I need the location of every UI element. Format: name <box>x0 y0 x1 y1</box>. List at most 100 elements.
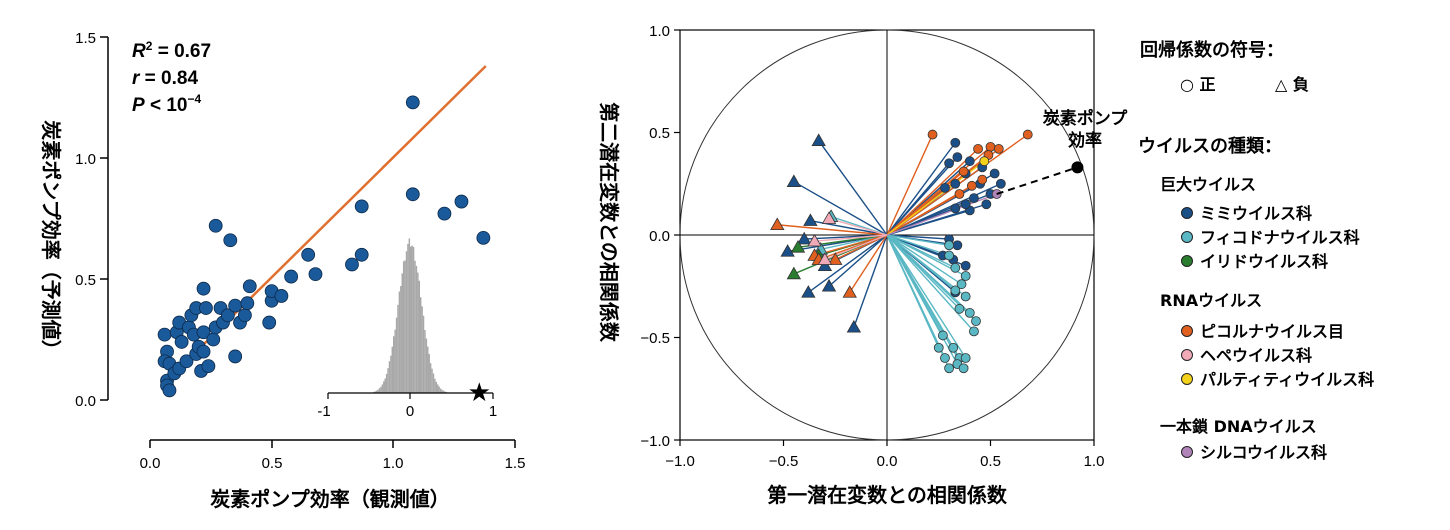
loading-marker-negative <box>803 213 818 226</box>
histogram-bar <box>380 386 382 393</box>
histogram-bar <box>431 368 433 393</box>
target-dashed-line <box>996 166 1078 195</box>
stat-p-symbol: P <box>132 95 145 116</box>
legend-sign-negative: △ 負 <box>1275 75 1309 94</box>
right-y-axis-label: 第二潜在変数との相関係数 <box>597 102 621 343</box>
scatter-point <box>240 296 255 311</box>
scatter-point <box>157 327 172 342</box>
loading-vector <box>886 142 956 236</box>
loading-vector <box>820 234 888 251</box>
right-y-tick-label: 0.5 <box>649 125 670 142</box>
legend-sign-positive: ○ 正 <box>1180 75 1216 94</box>
scatter-point <box>237 308 252 323</box>
inset-x-axis <box>327 392 494 399</box>
carbon-pump-efficiency-point <box>1071 161 1084 174</box>
loading-marker-positive <box>948 342 959 353</box>
legend-item-circoviridae: シルコウイルス科 <box>1200 443 1327 462</box>
loading-marker-positive <box>960 353 971 363</box>
legend: 回帰係数の符号： ○ 正 △ 負 ウイルスの種類： 巨大ウイルス ミミウイルス科… <box>1138 39 1374 462</box>
loading-marker-positive <box>950 203 961 214</box>
loading-marker-positive <box>927 129 938 140</box>
histogram-bar <box>385 373 388 393</box>
loading-marker-positive <box>964 307 975 318</box>
loading-vector <box>886 209 970 236</box>
histogram-bar <box>391 346 394 393</box>
loading-marker-positive <box>1022 129 1033 140</box>
right-x-tick-label: 0.0 <box>877 453 898 470</box>
histogram-bar <box>387 368 389 393</box>
loading-vector <box>886 193 997 236</box>
loading-vector <box>886 234 967 298</box>
scatter-point <box>223 233 238 248</box>
histogram-bar <box>425 338 428 393</box>
loading-marker-positive <box>977 174 988 185</box>
loading-vector <box>886 193 960 236</box>
histogram-bar <box>395 317 398 393</box>
right-x-tick-label: −1.0 <box>665 453 695 470</box>
scatter-point <box>199 301 213 315</box>
legend-swatch-mimiviridae <box>1181 207 1193 219</box>
right-y-tick-label: 1.0 <box>649 23 670 40</box>
loading-marker-positive <box>952 152 963 163</box>
legend-sign-title: 回帰係数の符号： <box>1140 39 1284 61</box>
legend-swatch-phycodnaviridae <box>1181 231 1193 243</box>
loading-vector <box>807 234 888 293</box>
scatter-point <box>476 230 491 245</box>
legend-item-picornavirales: ピコルナウイルス目 <box>1200 322 1344 341</box>
histogram-bar <box>411 245 413 393</box>
left-scatter-panel: 0.0 0.5 1.0 1.5 0.0 0.5 1.0 1.5 炭素ポンプ効率（… <box>39 30 525 511</box>
scatter-point <box>354 247 369 262</box>
histogram-bar <box>424 330 426 393</box>
loading-marker-positive <box>950 262 961 273</box>
loading-marker-positive <box>969 326 979 337</box>
loading-vector <box>886 162 950 236</box>
left-y-tick-labels: 0.0 0.5 1.0 1.5 <box>75 30 96 410</box>
loading-marker-negative <box>797 231 812 245</box>
loading-marker-negative <box>821 278 837 292</box>
legend-item-partitiviridae: パルティティウイルス科 <box>1200 370 1374 389</box>
loading-marker-positive <box>944 250 954 261</box>
left-x-tick-labels: 0.0 0.5 1.0 1.5 <box>140 455 526 472</box>
loading-marker-positive <box>971 316 981 327</box>
histogram-bar <box>435 381 438 393</box>
loading-vector <box>886 234 950 246</box>
loading-marker-positive <box>950 137 961 148</box>
loading-marker-positive <box>958 166 969 177</box>
histogram-bar <box>404 260 406 393</box>
target-label-line2: 効率 <box>1068 130 1102 151</box>
loading-marker-positive <box>985 141 996 152</box>
histogram-bar <box>434 378 436 393</box>
loading-marker-positive <box>960 271 971 281</box>
right-x-ticks <box>679 440 1095 446</box>
histogram-bar <box>441 389 443 393</box>
loading-marker-positive <box>944 158 954 169</box>
scatter-point <box>174 335 189 349</box>
loading-marker-positive <box>979 156 990 167</box>
legend-group-ssdna: 一本鎖 DNAウイルス <box>1160 417 1317 436</box>
loading-vector <box>818 140 888 236</box>
scatter-point <box>208 218 223 233</box>
histogram-bar <box>417 272 419 393</box>
left-y-tick-label: 1.5 <box>75 30 96 47</box>
loading-marker-negative <box>817 252 833 265</box>
histogram-bar <box>442 390 445 393</box>
loading-marker-negative <box>817 258 833 272</box>
scatter-point <box>228 298 243 313</box>
left-x-tick-label: 0.0 <box>140 455 161 472</box>
histogram-bar <box>381 384 384 393</box>
histogram-bar <box>375 390 378 393</box>
loading-marker-positive <box>956 279 967 290</box>
scatter-point <box>284 269 299 284</box>
legend-type-title: ウイルスの種類： <box>1138 135 1282 157</box>
scatter-point <box>345 257 359 272</box>
stat-p-sup: −4 <box>187 92 201 106</box>
loading-vector <box>886 148 979 236</box>
histogram-bar <box>427 346 429 393</box>
loading-marker-negative <box>801 285 816 298</box>
loading-vector <box>886 234 975 332</box>
loading-marker-negative <box>821 211 837 224</box>
left-x-axis-label: 炭素ポンプ効率（観測値） <box>210 487 449 511</box>
histogram-bar <box>419 297 422 393</box>
loading-marker-negative <box>786 266 802 280</box>
stat-r-squared: R2 = 0.67 <box>132 39 211 62</box>
